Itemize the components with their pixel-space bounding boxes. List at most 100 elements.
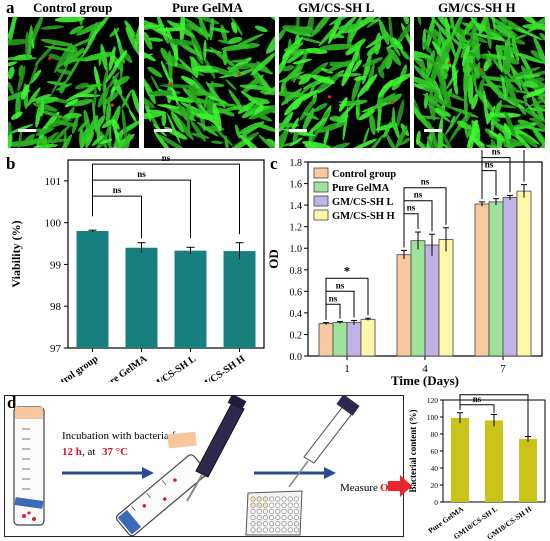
d-ytick-label-3: 60	[431, 447, 439, 456]
b-xtick-label-3: GM/CS-SH H	[192, 353, 247, 382]
c-legend-swatch-3	[313, 209, 329, 221]
b-ytick-label-2: 99	[50, 259, 62, 271]
d-ytick-label-4: 80	[431, 430, 439, 439]
c-ylabel: OD	[268, 249, 281, 269]
c-ytick-label-6: 1.2	[290, 223, 303, 234]
c-sig-6-line	[481, 170, 497, 199]
c-ytick-label-7: 1.4	[290, 201, 303, 212]
panel-d-letter: d	[7, 393, 17, 412]
c-sig-1: ns	[336, 280, 345, 290]
d-sig-1-line	[459, 394, 529, 439]
b-sig-2-line	[92, 163, 240, 235]
b-ytick-label-0: 97	[50, 343, 62, 355]
incubation-text: Incubation with bacteria for	[62, 430, 185, 442]
d-ytick-label-5: 100	[427, 413, 439, 422]
d-ytick-label-0: 0	[434, 498, 438, 507]
c-xtick-label-2: 7	[500, 363, 506, 375]
test-tube-icon	[13, 406, 45, 526]
c-legend-swatch-0	[313, 167, 329, 179]
c-sig-7: ns	[492, 150, 501, 157]
arrow-right-icon-2	[324, 467, 336, 479]
tilted-tube-icon	[115, 454, 208, 537]
d-sig-0: ns	[473, 394, 482, 404]
incubation-temperature: 37 °C	[102, 446, 128, 458]
c-sig-5: ns	[421, 177, 430, 187]
hydrogel-piece-icon	[167, 431, 197, 449]
c-legend-label-0: Control group	[332, 169, 396, 180]
micrograph-pure-gelma	[144, 17, 275, 148]
panel-a-title-1: Control group	[33, 0, 113, 15]
panel-c-letter: c	[270, 154, 278, 173]
panel-b-letter: b	[6, 154, 16, 173]
c-bar-3-2	[516, 190, 532, 357]
d-ylabel: Bacterial content (%)	[408, 410, 418, 493]
c-bar-2-0	[346, 322, 362, 357]
micrograph-gm-cs-sh-l	[279, 17, 410, 148]
c-sig-0: ns	[329, 293, 338, 303]
c-bar-1-0	[332, 322, 348, 357]
c-sig-4: ns	[414, 190, 423, 200]
c-ytick-label-5: 1.0	[290, 244, 303, 255]
d-ytick-label-6: 120	[427, 396, 439, 405]
b-bar-0	[76, 231, 109, 348]
c-bar-0-2	[474, 203, 490, 357]
d-sig-0-line	[459, 404, 495, 413]
measure-text: Measure	[340, 482, 378, 494]
c-sig-8-line	[481, 150, 525, 199]
d-ytick-label-2: 40	[431, 464, 439, 473]
pipette-icon-2	[288, 395, 360, 488]
c-sig-2-line	[325, 277, 369, 320]
c-bar-0-0	[318, 323, 334, 357]
b-ytick-label-3: 100	[45, 218, 62, 230]
c-bar-2-2	[502, 197, 518, 357]
c-legend-label-1: Pure GelMA	[332, 183, 390, 194]
panel-a-title-4: GM/CS-SH H	[438, 0, 516, 15]
schematic-frame	[4, 395, 404, 537]
incubation-at: , at	[82, 446, 95, 458]
c-sig-2: *	[344, 263, 351, 278]
d-ytick-label-1: 20	[431, 481, 439, 490]
d-bar-0	[451, 417, 469, 502]
c-sig-6: ns	[485, 160, 494, 170]
c-bar-1-1	[410, 240, 426, 357]
c-ytick-label-2: 0.4	[290, 309, 303, 320]
c-ytick-label-0: 0.0	[290, 352, 303, 363]
c-bar-3-1	[438, 239, 454, 357]
b-xtick-label-1: Pure GelMA	[98, 353, 150, 382]
b-bar-2	[174, 250, 207, 348]
incubation-duration: 12 h	[62, 446, 82, 458]
micrograph-control-group	[8, 17, 139, 148]
d-bar-1	[485, 420, 503, 502]
c-ytick-label-8: 1.6	[290, 180, 303, 191]
panel-a-letter: a	[6, 0, 15, 17]
scale-bar	[424, 129, 442, 132]
c-legend-label-2: GM/CS-SH L	[332, 197, 394, 208]
c-bar-2-1	[424, 244, 440, 357]
c-xlabel: Time (Days)	[391, 373, 459, 388]
d-bar-2	[519, 439, 537, 502]
pipette-icon	[186, 395, 247, 502]
c-bar-0-1	[396, 254, 412, 357]
c-ytick-label-4: 0.8	[290, 266, 303, 277]
micrograph-gm-cs-sh-h	[414, 17, 545, 148]
c-ytick-label-3: 0.6	[290, 287, 303, 298]
c-xtick-label-0: 1	[344, 363, 350, 375]
b-xtick-label-2: GM/CS-SH L	[144, 353, 199, 382]
b-ylabel: Viability (%)	[9, 220, 23, 287]
b-ytick-label-1: 98	[50, 301, 62, 313]
chart-viability: 97 98 99 100 101 Viability (%) Control groupPu…	[9, 153, 265, 382]
red-arrow-icon	[388, 475, 412, 497]
panel-a-title-2: Pure GelMA	[172, 0, 243, 15]
scale-bar	[289, 129, 307, 132]
c-bar-1-2	[488, 201, 504, 357]
b-sig-0: ns	[113, 185, 122, 195]
d-sig-1: ***	[484, 392, 504, 395]
c-xtick-label-1: 4	[422, 363, 428, 375]
b-xtick-label-0: Control group	[44, 353, 101, 382]
c-ytick-label-9: 1.8	[290, 158, 303, 169]
c-bar-3-0	[360, 318, 376, 357]
c-legend-swatch-2	[313, 195, 329, 207]
b-ytick-label-4: 101	[45, 176, 62, 188]
